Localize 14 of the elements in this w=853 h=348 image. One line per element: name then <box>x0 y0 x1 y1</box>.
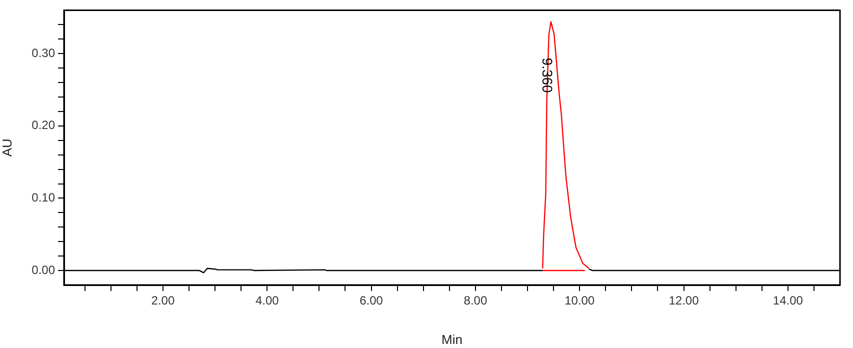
x-tick-label: 10.00 <box>564 294 595 308</box>
y-tick-label: 0.30 <box>32 46 56 60</box>
x-tick-label: 4.00 <box>255 294 280 308</box>
x-tick-label: 14.00 <box>772 294 804 308</box>
x-tick-label: 2.00 <box>151 294 175 308</box>
annotation: 9.360 <box>539 58 556 94</box>
x-tick-label: 8.00 <box>464 294 488 308</box>
y-tick-label: 0.10 <box>32 190 56 205</box>
y-tick-label: 0.00 <box>32 262 56 277</box>
y-axis-title: AU <box>0 138 14 157</box>
x-tick-label: 6.00 <box>360 294 384 308</box>
y-tick-label: 0.20 <box>32 118 56 132</box>
x-tick-label: 12.00 <box>668 294 700 308</box>
x-axis-title: Min <box>442 332 462 347</box>
